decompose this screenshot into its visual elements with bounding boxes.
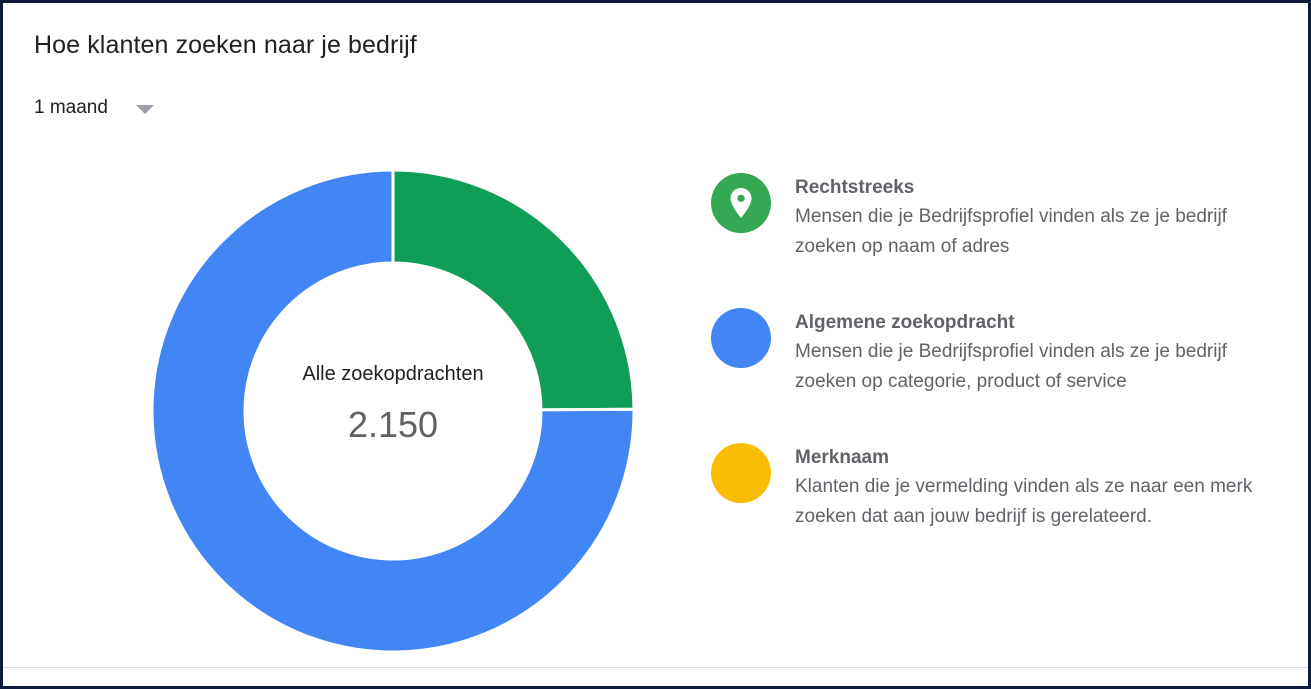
donut-chart: Alle zoekopdrachten 2.150 [143, 161, 643, 661]
bottom-divider [3, 667, 1308, 668]
dropdown-caret-icon [135, 104, 154, 114]
legend-item-merknaam: Merknaam Klanten die je vermelding vinde… [711, 443, 1291, 578]
legend-swatch-merknaam [711, 443, 771, 503]
donut-center-label: Alle zoekopdrachten [302, 363, 484, 385]
chart-legend: Rechtstreeks Mensen die je Bedrijfsprofi… [711, 173, 1291, 578]
legend-title-algemene-zoekopdracht: Algemene zoekopdracht [795, 312, 1015, 333]
donut-slice-rechtstreeks[interactable] [391, 168, 636, 412]
donut-chart-svg [150, 168, 636, 654]
period-dropdown[interactable]: 1 maand [34, 93, 154, 123]
legend-desc-algemene-zoekopdracht: Mensen die je Bedrijfsprofiel vinden als… [795, 341, 1227, 392]
legend-desc-merknaam: Klanten die je vermelding vinden als ze … [795, 476, 1253, 527]
legend-title-rechtstreeks: Rechtstreeks [795, 177, 915, 198]
card-title: Hoe klanten zoeken naar je bedrijf [34, 31, 417, 59]
legend-item-rechtstreeks: Rechtstreeks Mensen die je Bedrijfsprofi… [711, 173, 1291, 308]
legend-desc-rechtstreeks: Mensen die je Bedrijfsprofiel vinden als… [795, 206, 1227, 257]
map-pin-icon [730, 188, 752, 218]
period-dropdown-value: 1 maand [34, 97, 108, 118]
legend-title-merknaam: Merknaam [795, 447, 889, 468]
legend-swatch-rechtstreeks [711, 173, 771, 233]
legend-swatch-algemene-zoekopdracht [711, 308, 771, 368]
donut-center-value: 2.150 [347, 404, 439, 445]
legend-item-algemene-zoekopdracht: Algemene zoekopdracht Mensen die je Bedr… [711, 308, 1291, 443]
donut-slice-algemene-zoekopdracht[interactable] [150, 168, 636, 654]
